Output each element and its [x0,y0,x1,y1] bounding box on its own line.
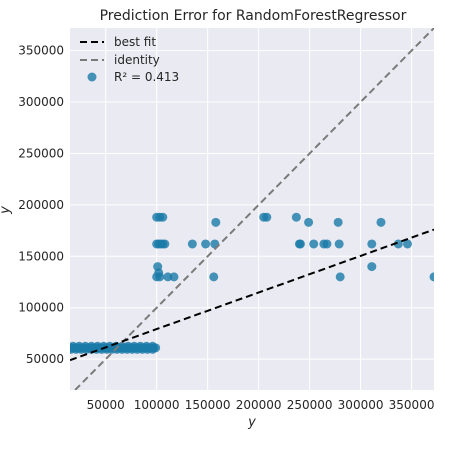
x-tick-label: 200000 [236,398,282,412]
scatter-points [70,212,434,354]
y-tick-label: 250000 [18,146,64,160]
data-point [402,239,412,249]
data-point [334,239,344,249]
legend-score-label: R² = 0.413 [114,70,179,84]
data-point [304,217,314,227]
x-tick-label: 150000 [185,398,231,412]
data-point [169,272,179,282]
y-axis-label: y [0,206,13,215]
data-point [309,239,319,249]
x-tick-labels: 50000 100000 150000 200000 250000 300000 35000… [87,398,435,412]
data-point [376,217,386,227]
best-fit-line [70,228,434,362]
legend-points-swatch [87,72,97,82]
x-tick-label: 250000 [287,398,333,412]
chart-title: Prediction Error for RandomForestRegress… [100,8,407,24]
data-point [393,239,403,249]
x-tick-label: 50000 [87,398,125,412]
legend-identity-label: identity [114,53,160,67]
legend-best-fit-label: best fit [114,35,156,49]
x-tick-label: 100000 [134,398,180,412]
gridlines [70,28,434,390]
data-point [367,262,377,272]
legend: best fit identity R² = 0.413 [80,35,179,84]
data-point [160,239,170,249]
data-point [148,341,158,351]
y-tick-label: 200000 [18,198,64,212]
data-point [429,272,434,282]
data-point [322,239,332,249]
data-point [201,239,211,249]
identity-line [74,28,434,390]
data-point [187,239,197,249]
data-point [262,212,272,222]
data-point [295,239,305,249]
data-point [155,272,165,282]
data-point [211,217,221,227]
y-tick-label: 350000 [18,44,64,58]
x-axis-label: y [247,415,256,430]
data-point [209,272,219,282]
y-tick-label: 50000 [26,352,64,366]
x-tick-label: 300000 [338,398,384,412]
y-tick-label: 300000 [18,95,64,109]
y-tick-label: 150000 [18,249,64,263]
y-tick-labels: 50000 100000 150000 200000 250000 300000 35000… [18,44,64,367]
x-tick-label: 350000 [389,398,435,412]
data-point [335,272,345,282]
y-tick-label: 100000 [18,301,64,315]
data-point [291,212,301,222]
data-point [158,212,168,222]
data-point [333,217,343,227]
data-point [367,239,377,249]
